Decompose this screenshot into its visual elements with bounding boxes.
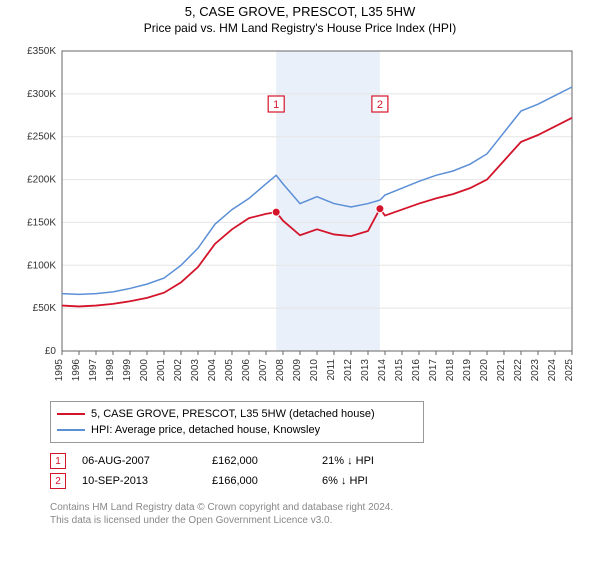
svg-text:2007: 2007 — [258, 359, 269, 382]
svg-text:£350K: £350K — [27, 46, 56, 57]
svg-text:1996: 1996 — [71, 359, 82, 382]
svg-text:2017: 2017 — [428, 359, 439, 382]
footer-line1: Contains HM Land Registry data © Crown c… — [50, 501, 600, 514]
transaction-delta: 21% ↓ HPI — [322, 455, 422, 467]
price-chart: £0 £50K £100K £150K £200K £250K £300K £350K 1995… — [12, 41, 582, 391]
svg-text:2008: 2008 — [275, 359, 286, 382]
svg-text:2024: 2024 — [547, 359, 558, 382]
transaction-delta: 6% ↓ HPI — [322, 475, 422, 487]
svg-text:2019: 2019 — [462, 359, 473, 382]
svg-text:1998: 1998 — [105, 359, 116, 382]
svg-text:1999: 1999 — [122, 359, 133, 382]
svg-text:1997: 1997 — [88, 359, 99, 382]
svg-text:2013: 2013 — [360, 359, 371, 382]
svg-text:£0: £0 — [45, 346, 57, 357]
svg-text:2020: 2020 — [479, 359, 490, 382]
legend-swatch — [57, 429, 85, 431]
chart-title-main: 5, CASE GROVE, PRESCOT, L35 5HW — [0, 4, 600, 19]
transaction-row: 2 10-SEP-2013£166,0006% ↓ HPI — [50, 471, 600, 491]
svg-text:2006: 2006 — [241, 359, 252, 382]
svg-text:2002: 2002 — [173, 359, 184, 382]
svg-text:2005: 2005 — [224, 359, 235, 382]
svg-text:2: 2 — [377, 99, 383, 111]
svg-text:2003: 2003 — [190, 359, 201, 382]
page: 5, CASE GROVE, PRESCOT, L35 5HW Price pa… — [0, 4, 600, 564]
chart-svg: £0 £50K £100K £150K £200K £250K £300K £350K 1995… — [12, 41, 582, 391]
svg-text:£250K: £250K — [27, 132, 56, 143]
transaction-date: 10-SEP-2013 — [82, 475, 212, 487]
svg-text:£200K: £200K — [27, 175, 56, 186]
svg-text:1995: 1995 — [54, 359, 65, 382]
svg-text:2025: 2025 — [564, 359, 575, 382]
transaction-badge: 2 — [50, 473, 66, 489]
svg-text:£100K: £100K — [27, 260, 56, 271]
transaction-date: 06-AUG-2007 — [82, 455, 212, 467]
transaction-badge: 1 — [50, 453, 66, 469]
svg-text:2012: 2012 — [343, 359, 354, 382]
svg-text:2011: 2011 — [326, 359, 337, 381]
legend-swatch — [57, 413, 85, 415]
legend-box: 5, CASE GROVE, PRESCOT, L35 5HW (detache… — [50, 401, 424, 443]
svg-text:2018: 2018 — [445, 359, 456, 382]
chart-title-sub: Price paid vs. HM Land Registry's House … — [0, 21, 600, 35]
legend-label: 5, CASE GROVE, PRESCOT, L35 5HW (detache… — [91, 408, 375, 420]
transactions-table: 1 06-AUG-2007£162,00021% ↓ HPI 2 10-SEP-201… — [50, 451, 600, 491]
svg-text:2010: 2010 — [309, 359, 320, 382]
svg-text:2021: 2021 — [496, 359, 507, 382]
transaction-price: £162,000 — [212, 455, 322, 467]
legend-item: 5, CASE GROVE, PRESCOT, L35 5HW (detache… — [57, 406, 417, 422]
transaction-price: £166,000 — [212, 475, 322, 487]
svg-text:2023: 2023 — [530, 359, 541, 382]
svg-text:2016: 2016 — [411, 359, 422, 382]
footer-line2: This data is licensed under the Open Gov… — [50, 514, 600, 527]
svg-text:1: 1 — [273, 99, 279, 111]
svg-text:2022: 2022 — [513, 359, 524, 382]
svg-text:2015: 2015 — [394, 359, 405, 382]
svg-text:2004: 2004 — [207, 359, 218, 382]
svg-text:2014: 2014 — [377, 359, 388, 382]
svg-text:£50K: £50K — [33, 303, 57, 314]
svg-text:2000: 2000 — [139, 359, 150, 382]
svg-text:2001: 2001 — [156, 359, 167, 382]
legend-label: HPI: Average price, detached house, Know… — [91, 424, 320, 436]
svg-text:£150K: £150K — [27, 217, 56, 228]
transaction-row: 1 06-AUG-2007£162,00021% ↓ HPI — [50, 451, 600, 471]
footer-attribution: Contains HM Land Registry data © Crown c… — [50, 501, 600, 527]
svg-text:2009: 2009 — [292, 359, 303, 382]
svg-text:£300K: £300K — [27, 89, 56, 100]
legend-item: HPI: Average price, detached house, Know… — [57, 422, 417, 438]
